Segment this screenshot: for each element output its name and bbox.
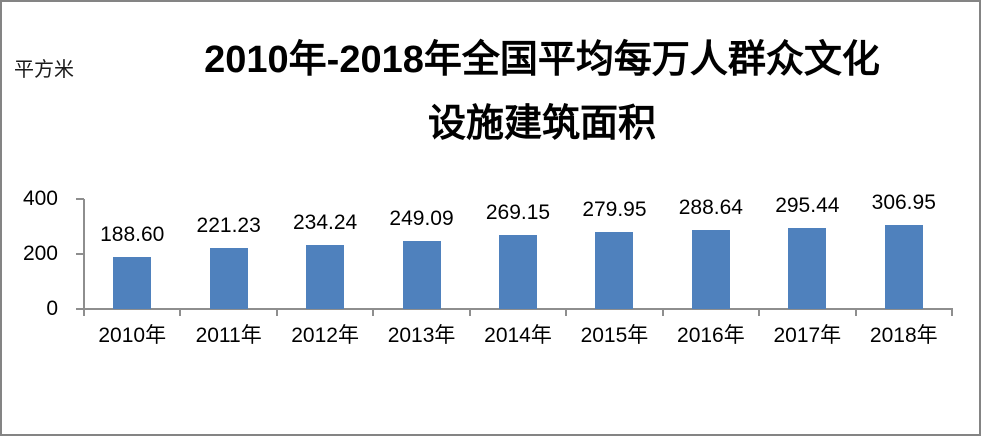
x-axis-tick: [661, 308, 664, 316]
x-axis-tick: [179, 308, 182, 316]
x-axis-tick: [468, 308, 471, 316]
bar-value-label: 279.95: [582, 198, 647, 221]
bar-value-label: 306.95: [871, 190, 936, 214]
bar: [691, 229, 730, 309]
x-axis-tick: [854, 308, 857, 316]
bar: [306, 244, 345, 309]
x-axis-tick: [83, 308, 85, 316]
y-axis-tick: [76, 308, 84, 310]
bar: [402, 240, 441, 309]
bar: [499, 234, 537, 309]
y-axis-tick-label: 200: [22, 242, 58, 265]
y-axis-tick-label: 400: [22, 187, 58, 210]
x-axis-tick: [565, 308, 568, 316]
bar-value-label: 295.44: [775, 193, 840, 217]
x-axis-line: [83, 308, 953, 310]
bar-value-label: 269.15: [485, 200, 551, 224]
x-axis-label: 2014年: [484, 324, 552, 347]
x-axis-label: 2011年: [195, 324, 262, 347]
bar: [788, 227, 827, 309]
bar: [884, 224, 923, 309]
bar-value-label: 234.24: [292, 210, 358, 234]
bar-value-label: 249.09: [389, 206, 454, 230]
x-axis-tick: [758, 308, 761, 316]
y-axis-unit-label: 平方米: [14, 59, 74, 81]
x-axis-label: 2018年: [869, 324, 938, 347]
y-axis-tick-label: 0: [46, 297, 58, 320]
x-axis-label: 2017年: [773, 324, 842, 347]
x-axis-label: 2010年: [98, 324, 167, 347]
x-axis-label: 2012年: [291, 324, 359, 347]
bar-value-label: 288.64: [678, 195, 743, 219]
x-axis-tick: [275, 308, 278, 316]
bar: [113, 257, 152, 309]
x-axis-label: 2016年: [677, 324, 745, 347]
x-axis-tick: [372, 308, 375, 316]
chart-title: 2010年-2018年全国平均每万人群众文化 设施建筑面积: [102, 28, 979, 156]
x-axis-label: 2013年: [387, 324, 456, 347]
y-axis-tick: [76, 253, 84, 255]
bar: [595, 232, 634, 309]
y-axis-tick: [76, 198, 84, 200]
x-axis-label: 2015年: [580, 324, 649, 347]
chart-title-line1: 2010年-2018年全国平均每万人群众文化: [204, 39, 880, 81]
bar: [209, 248, 248, 309]
bar-value-label: 221.23: [196, 214, 261, 238]
x-axis-tick: [951, 308, 953, 316]
chart-title-line2: 设施建筑面积: [427, 103, 656, 145]
bar-value-label: 188.60: [100, 223, 165, 247]
y-axis-line: [83, 199, 85, 311]
